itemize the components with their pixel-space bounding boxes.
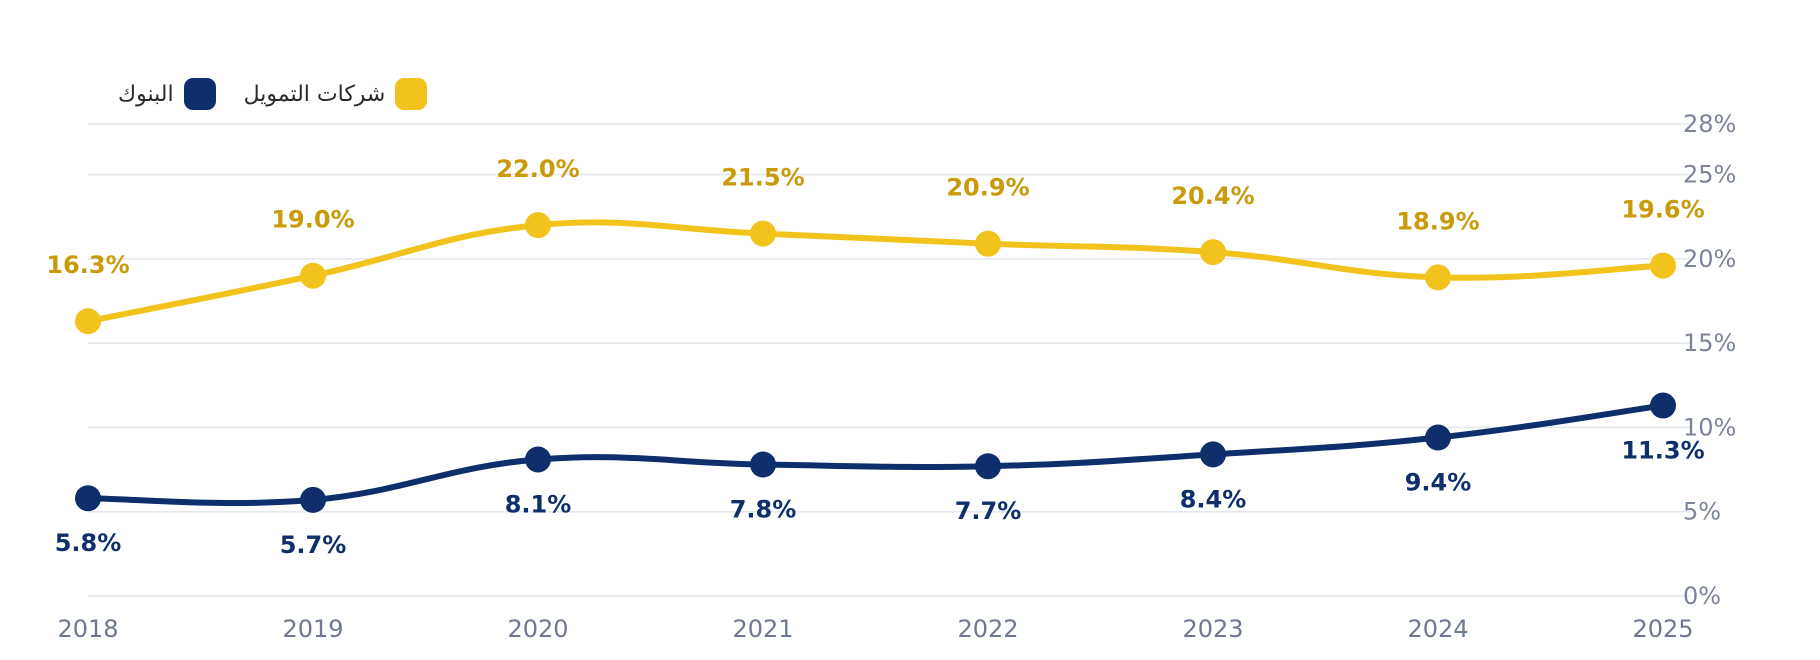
finance-data-label: 19.6% bbox=[1621, 196, 1704, 224]
y-tick-label: 28% bbox=[1683, 110, 1736, 138]
legend-item-banks: البنوك bbox=[118, 78, 216, 110]
banks-point bbox=[300, 486, 326, 513]
banks-series-line bbox=[85, 402, 1666, 507]
banks-point bbox=[525, 446, 551, 473]
finance-data-label: 18.9% bbox=[1396, 207, 1479, 235]
finance-data-label: 20.4% bbox=[1171, 182, 1254, 210]
y-tick-label: 25% bbox=[1683, 161, 1736, 189]
y-tick-label: 15% bbox=[1683, 329, 1736, 357]
finance-data-label: 16.3% bbox=[46, 251, 129, 279]
finance-point bbox=[1650, 252, 1676, 279]
banks-data-label: 8.1% bbox=[505, 490, 572, 518]
y-tick-label: 10% bbox=[1683, 413, 1736, 441]
banks-point bbox=[75, 485, 101, 512]
finance-data-label: 22.0% bbox=[496, 155, 579, 183]
y-tick-label: 20% bbox=[1683, 245, 1736, 273]
y-tick-label: 0% bbox=[1683, 582, 1721, 610]
finance-point bbox=[1425, 264, 1451, 291]
x-tick-label: 2021 bbox=[732, 615, 793, 643]
banks-point bbox=[1425, 424, 1451, 451]
x-tick-label: 2024 bbox=[1407, 615, 1468, 643]
legend-item-finance: شركات التمويل bbox=[244, 78, 428, 110]
finance-point bbox=[300, 262, 326, 289]
banks-point bbox=[750, 451, 776, 478]
banks-data-label: 7.8% bbox=[730, 496, 797, 524]
banks-point bbox=[1200, 441, 1226, 468]
legend-swatch-banks bbox=[183, 78, 216, 110]
x-tick-label: 2022 bbox=[957, 615, 1018, 643]
finance-point bbox=[525, 212, 551, 239]
banks-point bbox=[975, 453, 1001, 480]
y-tick-label: 5% bbox=[1683, 498, 1721, 526]
banks-data-label: 5.7% bbox=[280, 531, 347, 559]
legend-swatch-finance bbox=[395, 78, 428, 110]
finance-point bbox=[1200, 239, 1226, 266]
banks-data-label: 11.3% bbox=[1621, 437, 1704, 465]
legend-label-finance: شركات التمويل bbox=[243, 81, 386, 107]
finance-data-label: 21.5% bbox=[721, 164, 804, 192]
banks-data-label: 7.7% bbox=[955, 497, 1022, 525]
finance-data-label: 20.9% bbox=[946, 174, 1029, 202]
banks-data-label: 8.4% bbox=[1180, 485, 1247, 513]
finance-point bbox=[750, 220, 776, 247]
x-tick-label: 2023 bbox=[1182, 615, 1243, 643]
banks-point bbox=[1650, 392, 1676, 419]
x-tick-label: 2025 bbox=[1632, 615, 1693, 643]
x-tick-label: 2020 bbox=[507, 615, 568, 643]
banks-data-label: 9.4% bbox=[1405, 469, 1472, 497]
x-tick-label: 2019 bbox=[282, 615, 343, 643]
legend-label-banks: البنوك bbox=[118, 81, 174, 107]
finance-data-label: 19.0% bbox=[271, 206, 354, 234]
finance-point bbox=[975, 230, 1001, 257]
finance-point bbox=[75, 308, 101, 335]
x-tick-label: 2018 bbox=[57, 615, 118, 643]
legend: شركات التمويل البنوك bbox=[118, 78, 428, 110]
banks-data-label: 5.8% bbox=[55, 529, 122, 557]
finance-series-line bbox=[85, 219, 1666, 325]
